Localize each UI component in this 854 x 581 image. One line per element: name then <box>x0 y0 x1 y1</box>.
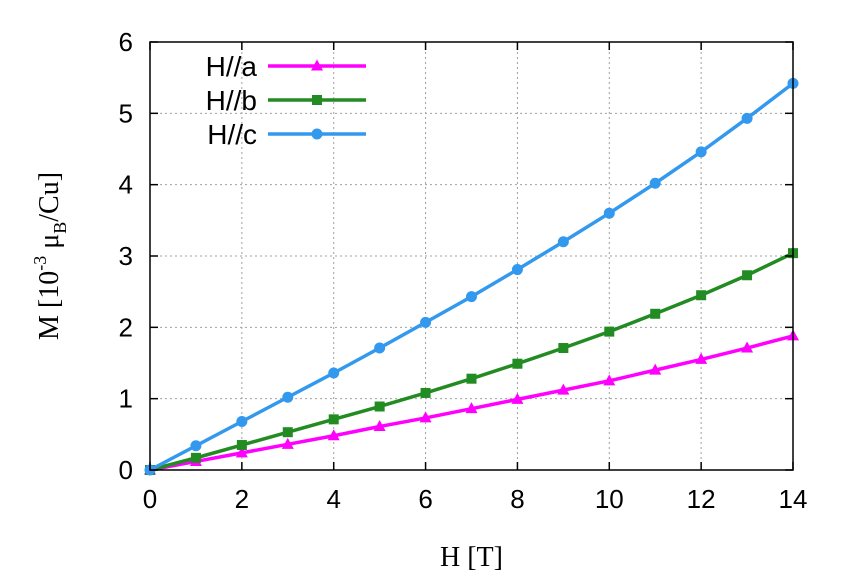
data-point <box>328 367 340 379</box>
x-tick-label: 14 <box>779 484 808 514</box>
data-point <box>235 446 248 458</box>
data-point <box>328 414 339 425</box>
series-h-a <box>144 329 799 475</box>
data-point <box>236 440 247 451</box>
data-point <box>649 177 661 189</box>
data-point <box>420 387 431 398</box>
data-point <box>190 440 202 452</box>
data-point <box>603 207 615 219</box>
data-point <box>190 452 201 463</box>
data-point <box>741 112 753 124</box>
data-point <box>558 343 569 354</box>
data-point <box>696 290 707 301</box>
data-point <box>466 291 477 303</box>
data-point <box>741 341 754 353</box>
x-tick-label: 2 <box>235 484 249 514</box>
data-point <box>374 401 385 412</box>
data-point <box>236 415 248 427</box>
y-axis-label: M [10-3 μB/Cu] <box>30 172 70 340</box>
y-tick-label: 3 <box>119 241 133 271</box>
data-point <box>374 342 386 354</box>
x-tick-label: 10 <box>595 484 624 514</box>
data-point <box>419 411 432 423</box>
data-point <box>282 391 294 403</box>
y-axis-label-sub: B <box>50 222 70 234</box>
legend-marker <box>312 95 322 105</box>
data-point <box>282 427 293 438</box>
data-point <box>512 358 523 369</box>
y-tick-label: 2 <box>119 312 133 342</box>
x-tick-label: 6 <box>418 484 432 514</box>
y-tick-label: 1 <box>119 384 133 414</box>
data-point <box>695 146 707 158</box>
legend-label: H//b <box>206 85 257 116</box>
data-point <box>603 374 616 386</box>
data-point <box>649 363 662 375</box>
x-tick-label: 12 <box>687 484 716 514</box>
y-tick-label: 6 <box>119 27 133 57</box>
data-point <box>650 308 661 319</box>
legend-entry: H//b <box>206 85 366 116</box>
data-point <box>281 437 294 449</box>
x-axis-label: H [T] <box>440 542 503 573</box>
legend-marker <box>311 128 323 140</box>
legend-entry: H//c <box>207 119 366 150</box>
data-point <box>557 236 569 248</box>
y-axis-label-end: /Cu] <box>34 172 65 222</box>
grid-layer <box>150 42 793 470</box>
data-point <box>742 270 753 281</box>
y-axis-label-mid: μ <box>34 234 65 256</box>
data-point <box>373 419 386 431</box>
data-point <box>420 316 432 328</box>
legend-label: H//a <box>206 51 258 82</box>
data-point <box>557 383 570 395</box>
data-point <box>695 352 708 364</box>
data-point <box>465 402 478 414</box>
data-point <box>327 429 340 441</box>
y-tick-label: 5 <box>119 98 133 128</box>
data-point <box>511 392 524 404</box>
legend-entry: H//a <box>206 51 366 82</box>
legend-layer: H//aH//bH//c <box>206 51 366 150</box>
y-tick-label: 0 <box>119 455 133 485</box>
data-point <box>604 326 615 337</box>
legend-label: H//c <box>207 119 257 150</box>
y-axis-label-base: M [10 <box>34 271 65 340</box>
data-point <box>466 373 477 384</box>
data-point <box>511 264 523 276</box>
legend-marker <box>311 59 323 71</box>
y-tick-label: 4 <box>119 170 133 200</box>
x-tick-label: 0 <box>143 484 157 514</box>
x-tick-label: 8 <box>510 484 524 514</box>
y-axis-label-exp: -3 <box>30 256 50 271</box>
x-tick-label: 4 <box>326 484 340 514</box>
